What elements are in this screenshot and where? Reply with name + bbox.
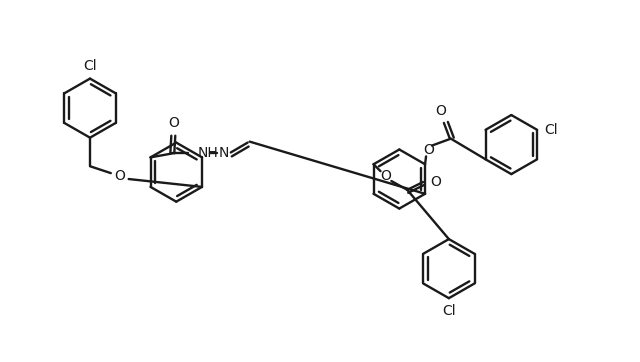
- Text: O: O: [424, 143, 435, 157]
- Text: O: O: [115, 169, 125, 183]
- Text: O: O: [430, 175, 441, 189]
- Text: Cl: Cl: [544, 123, 557, 137]
- Text: Cl: Cl: [83, 59, 97, 73]
- Text: O: O: [380, 169, 391, 183]
- Text: NH: NH: [198, 147, 219, 160]
- Text: N: N: [219, 147, 229, 160]
- Text: Cl: Cl: [442, 304, 456, 318]
- Text: O: O: [435, 104, 446, 118]
- Text: O: O: [168, 116, 179, 130]
